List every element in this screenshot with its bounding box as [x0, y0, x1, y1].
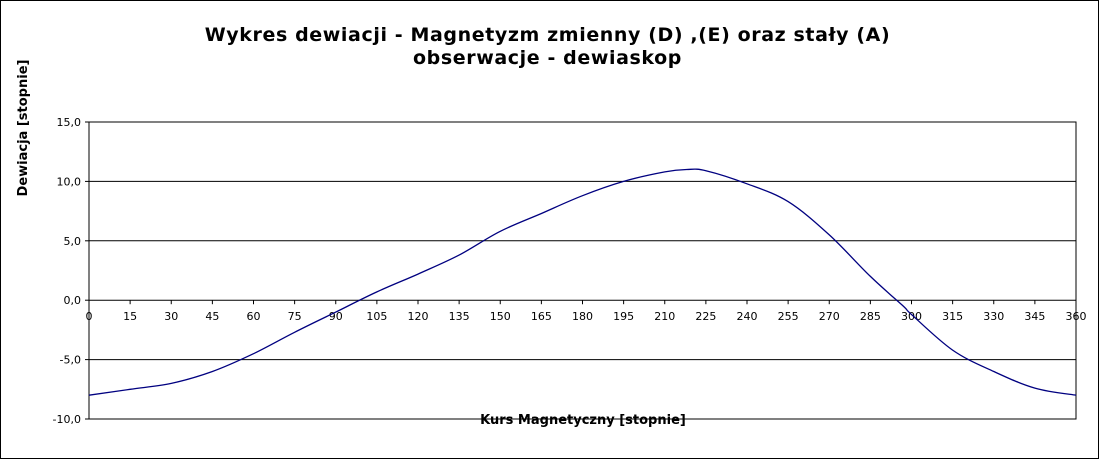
x-tick-label: 30 [164, 310, 178, 323]
x-tick-label: 75 [288, 310, 302, 323]
x-tick-label: 240 [737, 310, 758, 323]
y-axis-label: Dewiacja [stopnie] [16, 60, 31, 197]
y-tick-label: -10,0 [53, 413, 81, 426]
y-tick-label: 15,0 [57, 116, 82, 129]
series-line-deviation [88, 168, 1077, 396]
y-tick-label: 10,0 [57, 175, 82, 188]
x-tick-label: 45 [205, 310, 219, 323]
x-axis-label: Kurs Magnetyczny [stopnie] [480, 413, 686, 428]
x-tick-label: 165 [531, 310, 552, 323]
x-tick-label: 135 [449, 310, 470, 323]
grid-lines [89, 121, 1076, 420]
x-tick-label: 105 [366, 310, 387, 323]
x-tick-label: 360 [1066, 310, 1087, 323]
y-tick-label: 0,0 [64, 294, 82, 307]
y-tick-label: 5,0 [64, 235, 82, 248]
x-tick-label: 315 [942, 310, 963, 323]
x-tick-label: 345 [1024, 310, 1045, 323]
plot-area [88, 121, 1077, 420]
x-tick-label: 15 [123, 310, 137, 323]
series-group [88, 168, 1077, 396]
x-tick-label: 120 [408, 310, 429, 323]
x-tick-label: 225 [695, 310, 716, 323]
x-tick-label: 195 [613, 310, 634, 323]
x-tick-label: 285 [860, 310, 881, 323]
x-tick-label: 150 [490, 310, 511, 323]
x-tick-label: 210 [654, 310, 675, 323]
x-tick-label: 255 [778, 310, 799, 323]
axis-ticks: 15,010,05,00,0-5,0-10,00 15 30 45 60 75 90 105 1… [53, 116, 1087, 426]
chart-subtitle: obserwacje - dewiaskop [412, 47, 683, 69]
y-tick-label: -5,0 [60, 354, 81, 367]
x-tick-label: 330 [983, 310, 1004, 323]
x-tick-label: 0 [86, 310, 93, 323]
x-tick-label: 60 [247, 310, 261, 323]
x-tick-label: 180 [572, 310, 593, 323]
x-tick-label: 270 [819, 310, 840, 323]
chart-title: Wykres dewiacji - Magnetyzm zmienny (D) … [204, 24, 891, 46]
